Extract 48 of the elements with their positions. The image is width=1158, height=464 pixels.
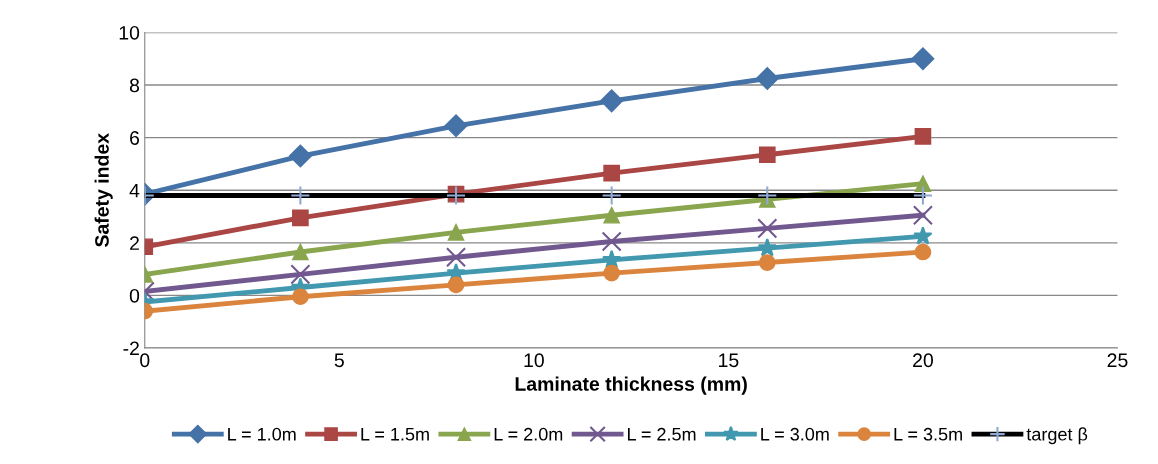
x-tick-label: 20: [913, 353, 933, 368]
point: [757, 218, 778, 239]
point: [603, 206, 620, 224]
x-tick-label: 0: [140, 353, 150, 368]
y-tick-label: 0: [129, 288, 140, 303]
x-tick-label: 10: [524, 353, 544, 368]
point: [444, 114, 468, 138]
point: [755, 66, 779, 90]
legend-label: L = 1.0m: [228, 427, 296, 441]
legend-label: L = 3.5m: [894, 427, 962, 441]
point: [603, 164, 620, 182]
x-axis-title: Laminate thickness (mm): [515, 376, 747, 395]
point: [914, 175, 932, 193]
y-tick-label: 2: [130, 236, 139, 250]
point: [292, 288, 309, 306]
x-tick-label: 5: [334, 353, 344, 368]
y-tick-label: 10: [119, 25, 140, 40]
point: [445, 247, 467, 268]
point: [758, 254, 776, 271]
y-tick-label: 6: [130, 131, 140, 145]
point: [758, 146, 776, 164]
point: [292, 209, 309, 227]
point: [447, 223, 465, 241]
point: [913, 226, 933, 245]
point: [914, 243, 932, 261]
point: [288, 144, 312, 168]
y-tick-label: -2: [123, 341, 139, 356]
point: [912, 205, 933, 226]
y-tick-label: 4: [129, 183, 140, 198]
point: [603, 264, 620, 282]
point: [290, 264, 311, 285]
point: [914, 128, 932, 145]
x-tick-label: 25: [1107, 353, 1128, 368]
point: [600, 89, 624, 113]
legend-label: L = 1.5m: [361, 428, 429, 441]
legend-label: L = 2.5m: [627, 427, 696, 441]
point: [601, 231, 622, 252]
y-axis-title: Safety index: [94, 133, 113, 247]
point: [447, 276, 465, 294]
point: [292, 243, 309, 261]
legend-label: L = 3.0m: [761, 427, 829, 441]
y-tick-label: 8: [129, 78, 140, 93]
legend-label: L = 2.0m: [494, 427, 563, 441]
point: [911, 47, 935, 71]
x-tick-label: 15: [719, 353, 739, 368]
legend-label: target β: [1026, 427, 1088, 445]
point: [602, 249, 622, 269]
point: [757, 238, 777, 257]
